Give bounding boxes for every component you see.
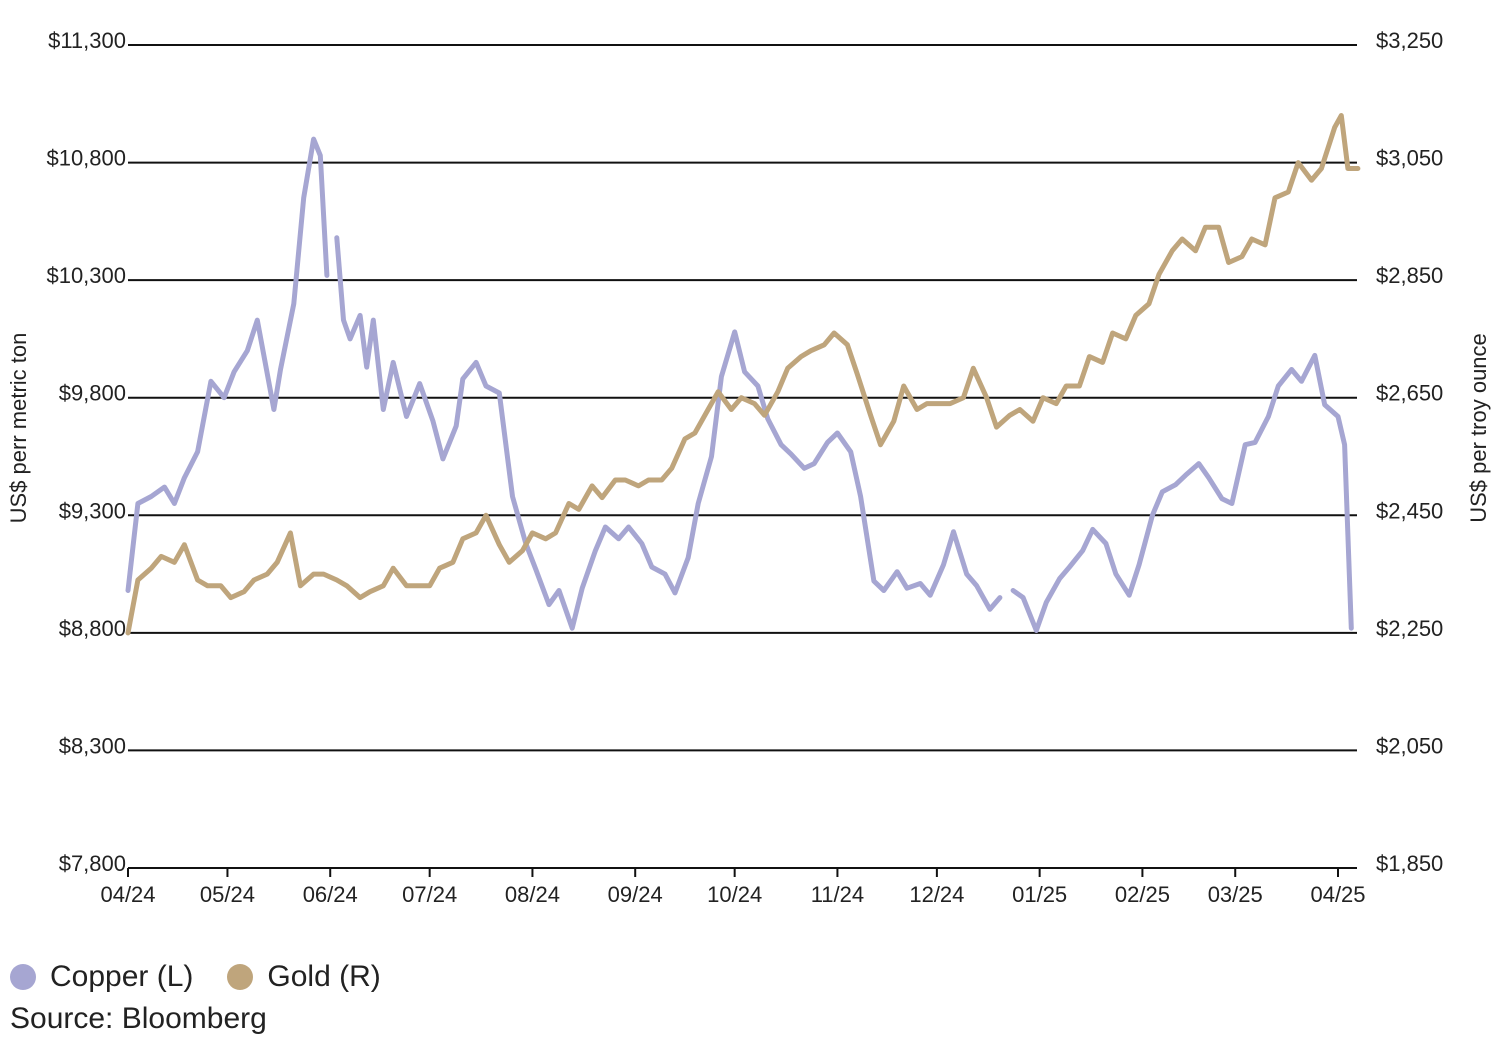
y-left-tick-label: $9,300 (59, 498, 126, 523)
y-left-tick-label: $7,800 (59, 851, 126, 876)
y-left-tick-label: $8,800 (59, 616, 126, 641)
y-axis-right: $3,250 $3,050 $2,850 $2,650 $2,450 $2,250 $2,0… (1376, 28, 1443, 876)
y-left-tick-label: $8,300 (59, 733, 126, 758)
x-tick-label: 10/24 (707, 882, 762, 907)
y-right-tick-label: $1,850 (1376, 851, 1443, 876)
y-left-tick-label: $10,800 (46, 146, 126, 171)
y-left-tick-label: $10,300 (46, 263, 126, 288)
x-tick-label: 08/24 (505, 882, 560, 907)
legend-swatch-copper (10, 964, 36, 990)
legend: Copper (L) Gold (R) (10, 960, 415, 994)
legend-swatch-gold (227, 964, 254, 990)
legend-label-gold: Gold (R) (267, 960, 381, 993)
legend-item-gold: Gold (R) (227, 960, 381, 994)
x-tick-label: 04/24 (100, 882, 155, 907)
copper-line-segment-2 (1010, 352, 1354, 633)
x-tick-label: 01/25 (1012, 882, 1067, 907)
y-axis-right-title: US$ per troy ounce (1466, 333, 1491, 523)
y-right-tick-label: $3,250 (1376, 28, 1443, 53)
y-axis-left: $11,300 $10,800 $10,300 $9,800 $9,300 $8,800 $… (46, 28, 126, 876)
y-left-tick-label: $11,300 (48, 28, 126, 53)
y-left-tick-label: $9,800 (59, 381, 126, 406)
chart: $11,300 $10,800 $10,300 $9,800 $9,300 $8,800 $… (6, 28, 1491, 907)
x-axis: 04/24 05/24 06/24 07/24 08/24 09/24 10/24 11/24… (100, 868, 1366, 907)
y-right-tick-label: $3,050 (1376, 146, 1443, 171)
x-tick-label: 02/25 (1115, 882, 1170, 907)
x-tick-label: 04/25 (1310, 882, 1365, 907)
x-tick-label: 11/24 (811, 882, 864, 907)
x-tick-label: 06/24 (303, 882, 358, 907)
y-right-tick-label: $2,450 (1376, 498, 1443, 523)
copper-line-segment-0 (125, 136, 330, 593)
legend-label-copper: Copper (L) (50, 960, 194, 993)
y-right-tick-label: $2,050 (1376, 733, 1443, 758)
y-axis-left-title: US$ perr metric ton (6, 333, 31, 524)
series-lines (125, 113, 1361, 636)
gridlines (128, 44, 1357, 869)
y-right-tick-label: $2,650 (1376, 381, 1443, 406)
copper-line-segment-1 (334, 235, 1003, 631)
x-tick-label: 07/24 (402, 882, 457, 907)
x-tick-label: 12/24 (909, 882, 964, 907)
legend-item-copper: Copper (L) (10, 960, 193, 994)
x-tick-label: 03/25 (1208, 882, 1263, 907)
y-right-tick-label: $2,250 (1376, 616, 1443, 641)
y-right-tick-label: $2,850 (1376, 263, 1443, 288)
x-tick-label: 09/24 (608, 882, 663, 907)
gold-line-segment-0 (125, 113, 1361, 636)
source-note: Source: Bloomberg (10, 1002, 267, 1035)
x-tick-label: 05/24 (200, 882, 255, 907)
